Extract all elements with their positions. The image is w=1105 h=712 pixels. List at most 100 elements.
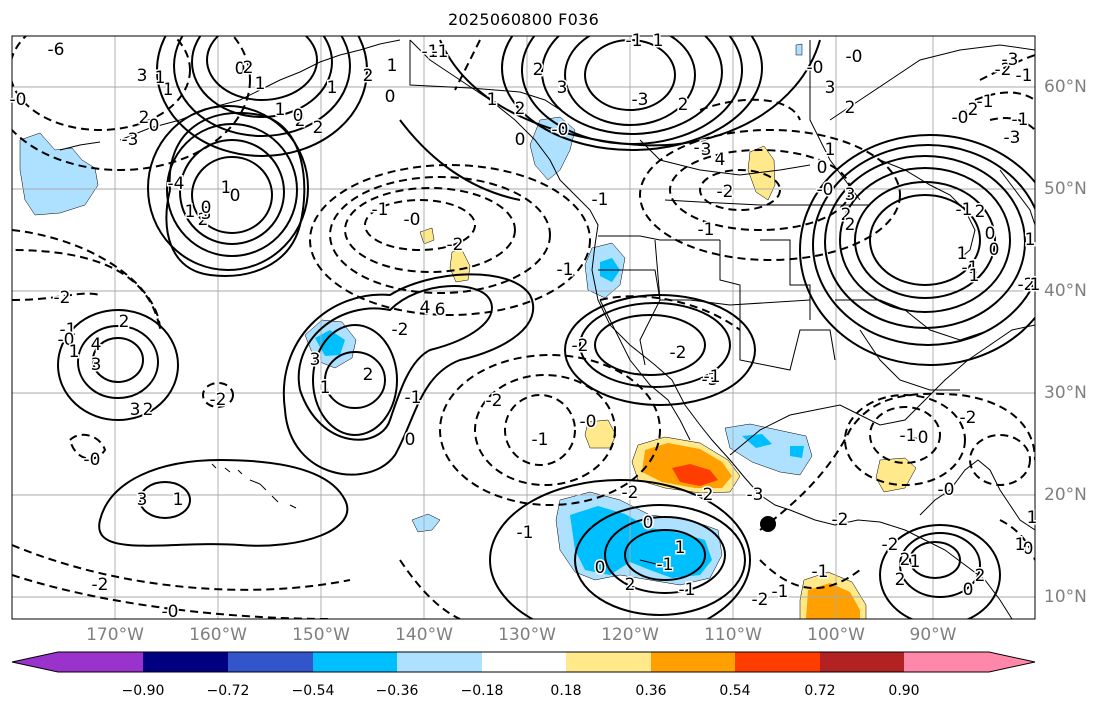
contour-label: 0 (149, 116, 160, 136)
contour-label: 1 (1015, 535, 1026, 555)
contour-label: 0 (235, 59, 246, 79)
contour-label: -2 (447, 235, 464, 255)
lon-label: 160°W (189, 625, 247, 645)
contour-label: -1 (657, 555, 674, 575)
contour-label: -3 (122, 130, 139, 150)
contour-label: -1 (1012, 110, 1029, 130)
contour-label: 1 (910, 552, 921, 572)
contour-label: 2 (198, 210, 209, 230)
contour-label: -3 (632, 90, 649, 110)
contour-label: 2 (363, 365, 374, 385)
contour-label: 0 (985, 224, 996, 244)
fill-yellow-small-a (419, 227, 435, 245)
contour-label: 0 (817, 158, 828, 178)
contour-label: 1 (69, 342, 80, 362)
colorbar-bin (58, 652, 143, 672)
contour-label: -1 (557, 260, 574, 280)
contour-label: 2 (533, 60, 544, 80)
contour-label: -1 (812, 562, 829, 582)
colorbar-tick-label: 0.36 (635, 683, 667, 699)
contour-label: 0 (293, 106, 304, 126)
colorbar-tick-label: −0.54 (291, 683, 335, 699)
colorbar-tick-label: −0.36 (375, 683, 419, 699)
contour-label: 4 (91, 335, 102, 355)
contour-label: -2 (697, 485, 714, 505)
contour-label: -1 (900, 426, 917, 446)
location-marker (760, 516, 776, 532)
colorbar-outline (11, 651, 1036, 673)
colorbar-extend-low (12, 652, 58, 672)
contour-label: -4 (168, 174, 185, 194)
contour-label: 2 (313, 118, 324, 138)
contour-label: -2 (622, 483, 639, 503)
contour-label: 1 (155, 68, 166, 88)
contour-label: 1 (185, 202, 196, 222)
colorbar-bin (143, 652, 228, 672)
plot-frame (11, 35, 1036, 620)
contour-label: -0 (10, 90, 27, 110)
colorbar-bin (482, 652, 566, 672)
contour-label: 2 (900, 550, 911, 570)
contour-label: -2 (832, 510, 849, 530)
contour-label: -0 (404, 210, 421, 230)
contour-label: 0 (405, 430, 416, 450)
contour-label: 1 (163, 80, 174, 100)
contour-label: -2 (210, 390, 227, 410)
lat-label: 40°N (1044, 281, 1087, 301)
contour-label: 1 (653, 31, 664, 51)
contour-label: -3 (1002, 50, 1019, 70)
contour-label: -0 (952, 108, 969, 128)
lat-label: 20°N (1044, 485, 1087, 505)
contour-label: -2 (962, 100, 979, 120)
contour-label: -2 (717, 182, 734, 202)
positive-contours (57, 36, 1035, 619)
contour-label: -0 (58, 330, 75, 350)
lon-label: 150°W (292, 625, 350, 645)
contour-label: -2 (670, 343, 687, 363)
contour-label: 2 (845, 215, 856, 235)
contour-label: -2 (1018, 275, 1035, 295)
fill-red-mexico (672, 464, 718, 486)
contour-label: -2 (392, 320, 409, 340)
contour-label: 2 (143, 400, 154, 420)
contour-label: 2 (845, 98, 856, 118)
contour-label: 1 (1025, 230, 1036, 250)
contour-label: 2 (119, 312, 130, 332)
lon-label: 130°W (498, 625, 556, 645)
lat-label: 60°N (1044, 77, 1087, 97)
contour-label: -0 (807, 58, 824, 78)
fill-small-blue-dot (795, 43, 803, 56)
contour-label: -2 (882, 535, 899, 555)
contour-label: 3 (91, 355, 102, 375)
contour-label: -1 (956, 200, 973, 220)
contour-label: 2 (515, 99, 526, 119)
contour-label: 2 (975, 566, 986, 586)
colorbar-bin (228, 652, 313, 672)
contour-label: -1 (60, 320, 77, 340)
contour-label: 1 (327, 78, 338, 98)
contour-label: -0 (552, 120, 569, 140)
contour-label: 3 (310, 350, 321, 370)
colorbar-tick-label: −0.90 (121, 683, 165, 699)
contour-label: -2 (752, 590, 769, 610)
contour-label: -1 (422, 42, 439, 62)
contour-label: -1 (372, 200, 389, 220)
contour-label: 2 (975, 202, 986, 222)
contour-label: 1 (825, 140, 836, 160)
contour-label: 1 (1027, 508, 1038, 528)
contour-label: -2 (54, 288, 71, 308)
fill-yellow-baja (584, 419, 617, 449)
contour-label: 1 (320, 378, 331, 398)
contour-label: -0 (817, 180, 834, 200)
contour-label: -2 (572, 336, 589, 356)
contour-label: 2 (295, 111, 306, 131)
colorbar-bin (820, 652, 904, 672)
contour-label: 2 (243, 58, 254, 78)
contour-label: 0 (201, 198, 212, 218)
colorbar-tick-label: −0.18 (460, 683, 504, 699)
colorbar-bin (904, 652, 989, 672)
contour-label: 1 (957, 244, 968, 264)
contour-label: 1 (487, 90, 498, 110)
contour-label: 1 (255, 74, 266, 94)
